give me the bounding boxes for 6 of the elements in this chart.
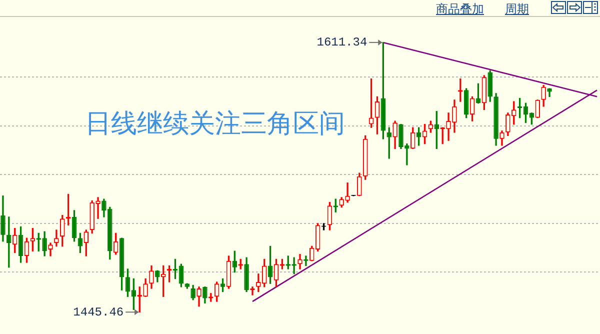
- annotation: 1611.34: [316, 36, 368, 50]
- candlestick: [96, 197, 100, 219]
- toolbar: 商品叠加 周期: [0, 0, 600, 17]
- text: 日线继续关注三角区间: [85, 108, 345, 141]
- annotation: 1445.46: [73, 305, 124, 320]
- candlestick: [345, 182, 350, 203]
